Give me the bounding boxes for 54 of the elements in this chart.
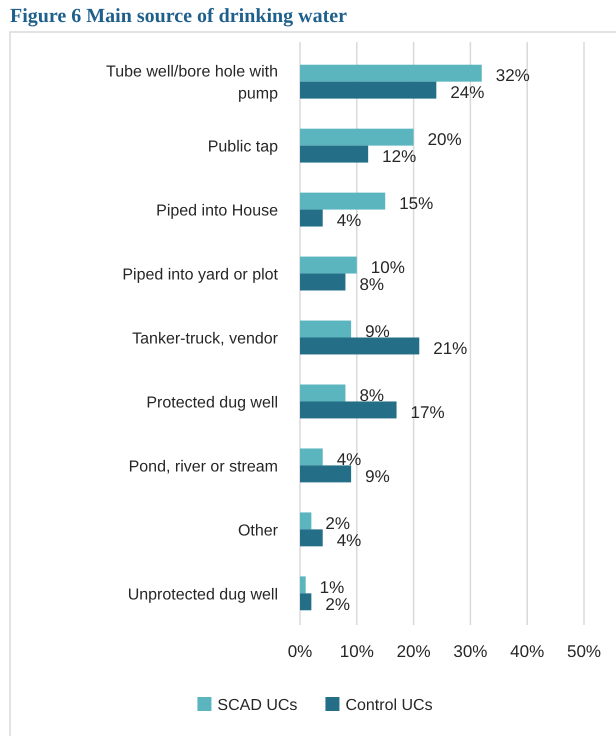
data-label: 20%: [428, 130, 462, 150]
x-tick-label: 10%: [340, 642, 374, 661]
data-label: 17%: [410, 402, 445, 422]
data-label: 15%: [399, 194, 434, 214]
bar: [300, 593, 312, 610]
bar: [300, 128, 414, 146]
y-tick-label: Pond, river or stream: [128, 458, 278, 476]
bar: [300, 338, 420, 354]
bar: [300, 82, 436, 99]
y-tick-label: Unprotected dug well: [128, 586, 278, 604]
y-tick-label: Tube well/bore hole with pump: [106, 64, 278, 103]
data-label: 12%: [382, 147, 416, 166]
bar: [300, 256, 357, 274]
data-label: 4%: [336, 211, 362, 230]
data-label: 9%: [365, 466, 390, 486]
data-label: 10%: [370, 258, 405, 278]
y-tick-label: Piped into House: [156, 202, 278, 220]
data-label: 8%: [359, 275, 384, 294]
y-tick-label: Public tap: [208, 138, 278, 156]
y-tick-label: Tanker-truck, vendor: [132, 330, 279, 348]
data-label: 2%: [325, 514, 350, 533]
bar: [300, 210, 323, 227]
bar: [300, 64, 482, 82]
bar: [300, 320, 352, 338]
bar: [300, 529, 323, 546]
data-label: 8%: [359, 386, 384, 405]
data-label: 4%: [336, 530, 362, 550]
bar: [300, 448, 323, 466]
bar: [300, 192, 386, 210]
bar: [300, 274, 346, 290]
x-tick-label: 50%: [566, 642, 602, 661]
bar: [300, 512, 312, 530]
bar: [300, 576, 306, 594]
x-tick-label: 0%: [288, 642, 312, 661]
legend-label: SCAD UCs: [217, 697, 298, 714]
bar: [300, 465, 352, 482]
y-tick-label: Other: [238, 522, 279, 540]
bar: [300, 146, 368, 163]
data-label: 4%: [336, 450, 362, 469]
y-tick-label: Protected dug well: [146, 394, 278, 412]
data-label: 32%: [496, 66, 530, 86]
bar: [300, 401, 397, 418]
data-label: 21%: [433, 338, 468, 358]
bar: [300, 384, 346, 402]
chart-title: Figure 6 Main source of drinking water: [10, 5, 348, 27]
data-label: 2%: [325, 594, 350, 614]
x-tick-label: 40%: [510, 642, 544, 661]
x-tick-label: 30%: [453, 642, 488, 661]
data-label: 24%: [450, 83, 484, 102]
x-tick-label: 20%: [396, 642, 431, 661]
data-label: 9%: [365, 322, 390, 342]
legend-label: Control UCs: [345, 697, 433, 714]
y-tick-label: Piped into yard or plot: [122, 266, 279, 284]
data-label: 1%: [320, 578, 344, 597]
